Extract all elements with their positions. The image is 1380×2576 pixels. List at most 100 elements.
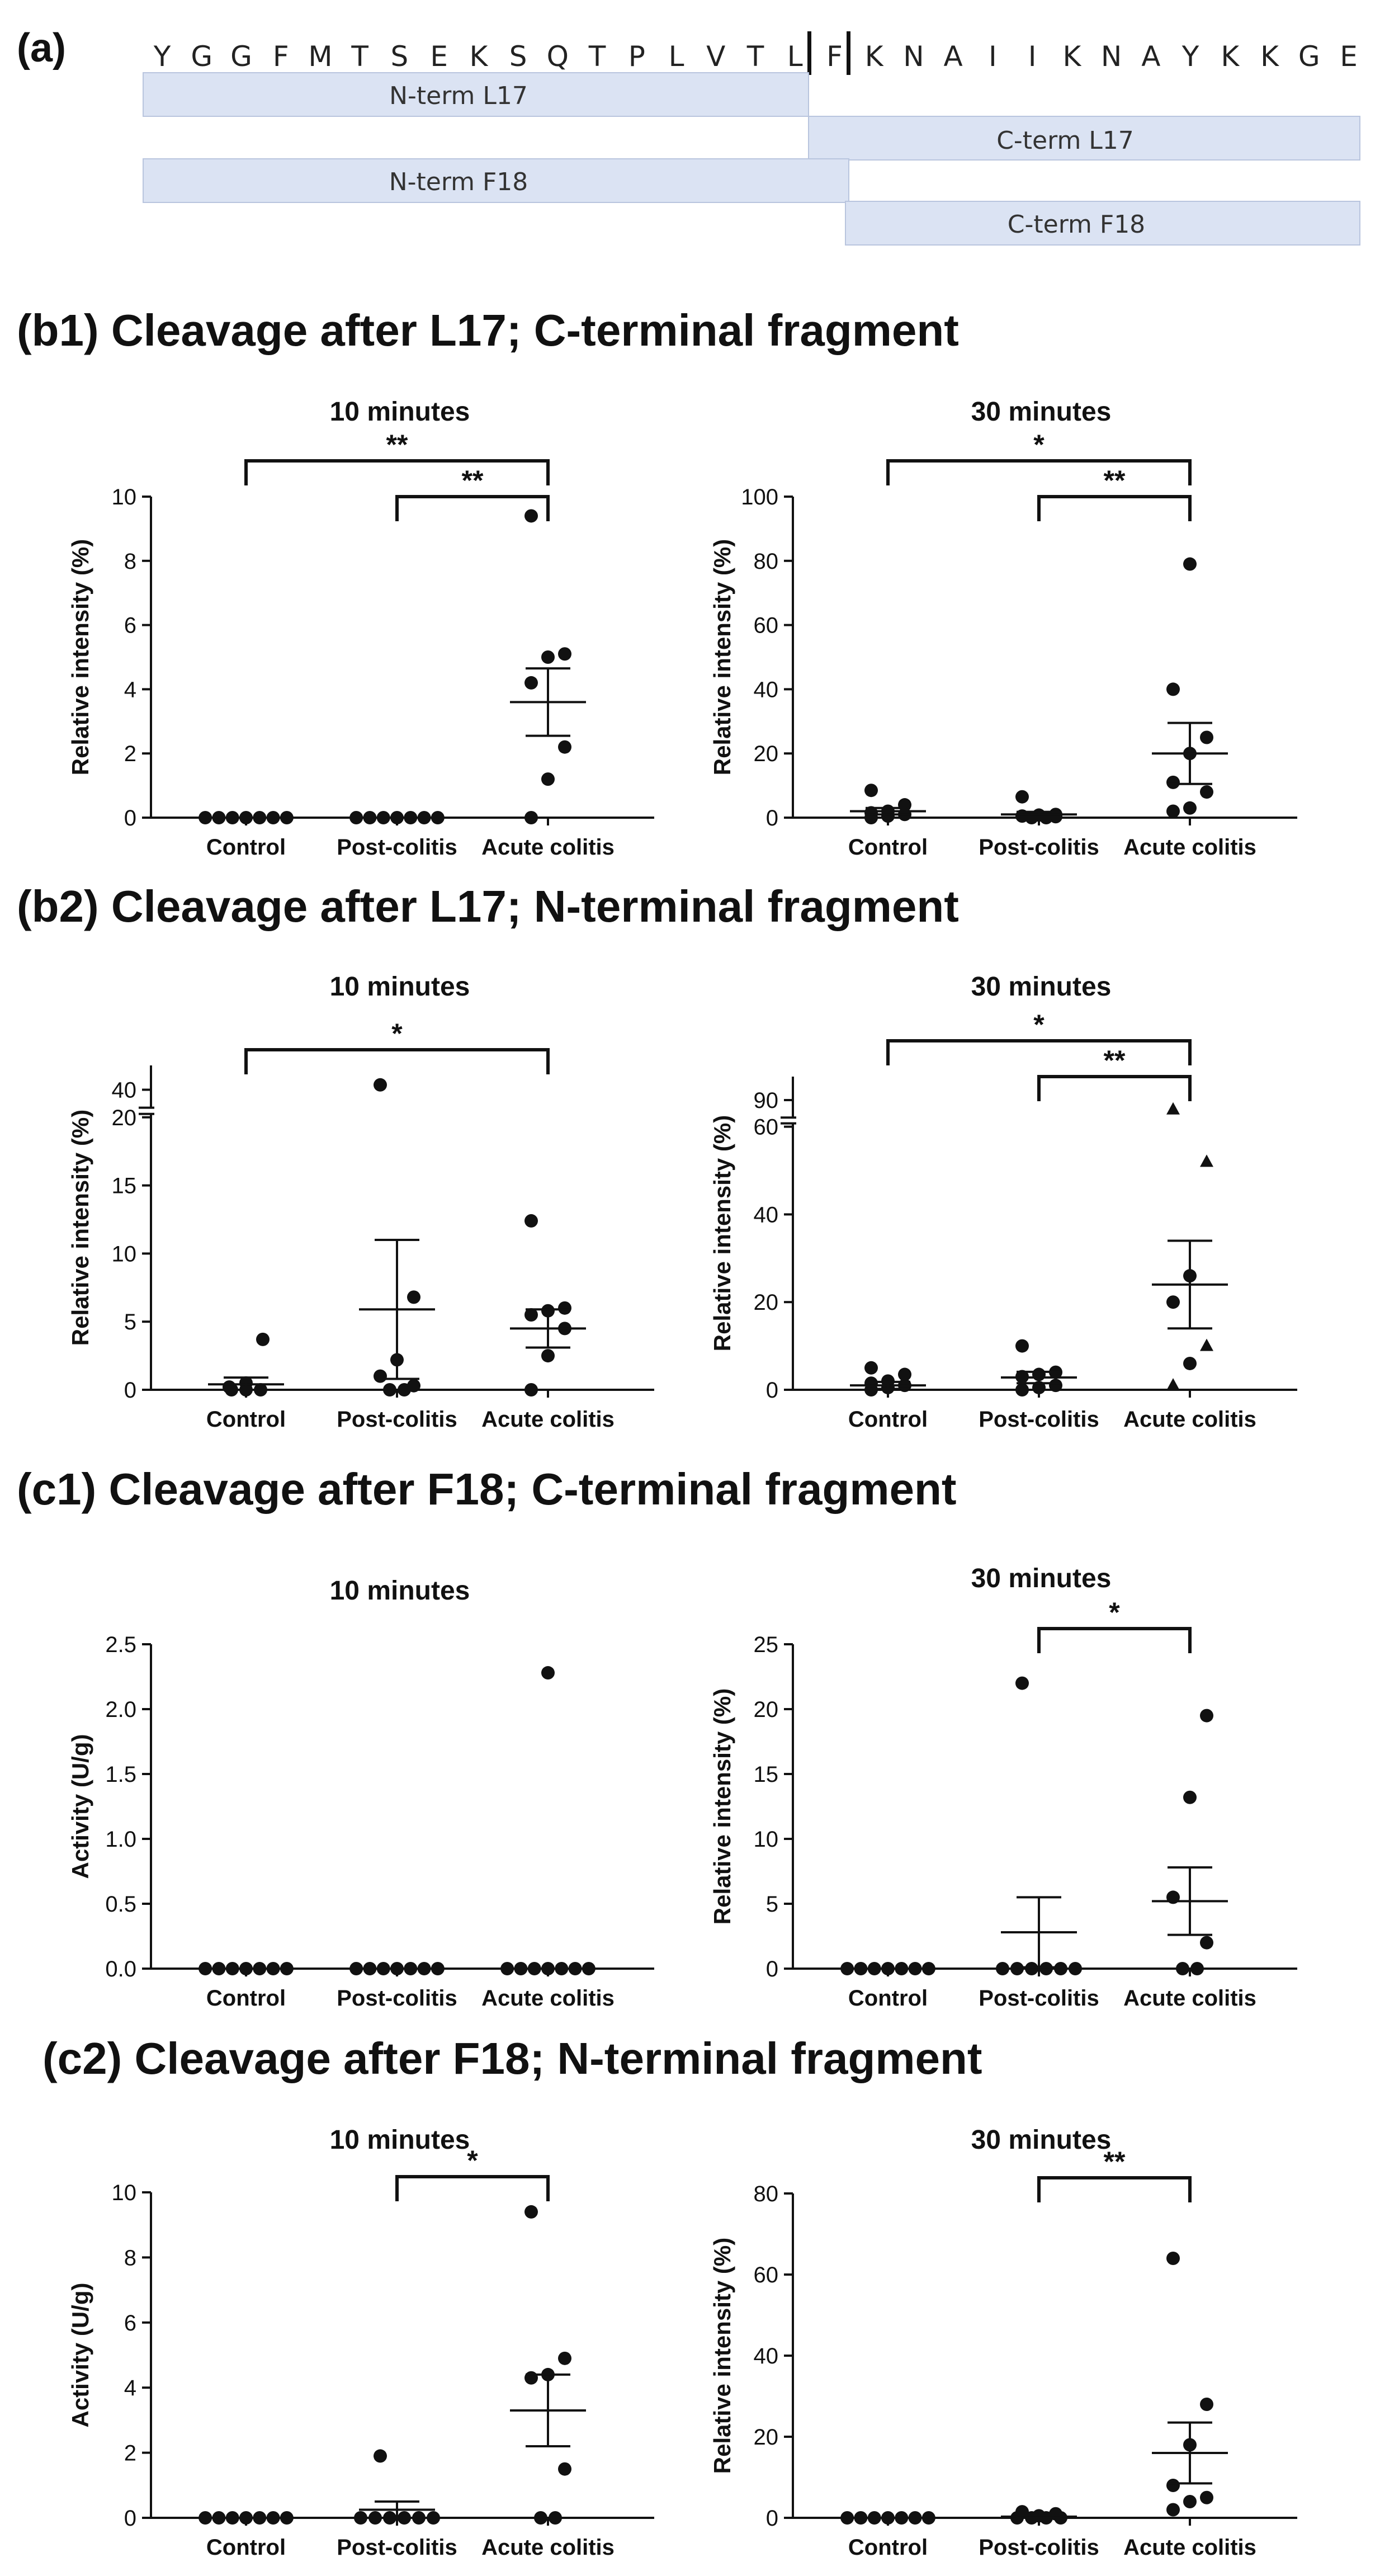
fragment-bar-cterm-f18: [845, 201, 1360, 246]
x-tick-label: Acute colitis: [1123, 2535, 1256, 2560]
data-point: [527, 1962, 541, 1975]
significance-label: **: [1104, 2146, 1126, 2177]
y-tick-label: 0: [124, 806, 136, 831]
chart-title: 30 minutes: [971, 2125, 1112, 2155]
data-point: [558, 2351, 571, 2365]
data-point: [256, 1332, 270, 1346]
data-point: [239, 1962, 253, 1975]
data-point: [1183, 1790, 1197, 1804]
sequence-letter-4: F: [273, 40, 289, 73]
x-tick-label: Control: [848, 1407, 928, 1432]
y-tick-label: 5: [124, 1310, 136, 1334]
x-tick-label: Acute colitis: [481, 2535, 615, 2560]
chart-b1-30min: 30 minutes Relative intensity (%) 0 20 40 60 8…: [709, 397, 1297, 860]
sequence-letter-6: T: [351, 40, 368, 73]
data-point: [1200, 2490, 1213, 2504]
data-point: [253, 1962, 267, 1975]
sequence-letter-23: I: [1028, 40, 1037, 73]
y-tick-label: 15: [754, 1762, 779, 1787]
sequence-letter-10: S: [509, 40, 527, 73]
y-tick-label: 6: [124, 614, 136, 638]
chart-title: 30 minutes: [971, 1564, 1112, 1593]
y-tick-label: 2: [124, 742, 136, 766]
data-point: [1166, 1295, 1180, 1309]
y-tick-label: 25: [754, 1633, 779, 1657]
x-tick-label: Acute colitis: [481, 835, 615, 860]
data-point: [558, 2462, 571, 2476]
data-point: [349, 1962, 363, 1975]
data-point: [1183, 557, 1197, 571]
sequence-letter-17: L: [787, 40, 803, 73]
data-point: [524, 1214, 538, 1228]
data-point: [1200, 785, 1213, 799]
data-point: [898, 798, 911, 812]
data-point: [374, 1369, 387, 1383]
y-tick-label: 6: [124, 2311, 136, 2336]
data-point: [374, 1078, 387, 1092]
y-tick-label: 0: [766, 1957, 778, 1981]
data-point: [199, 2511, 212, 2525]
x-tick-label: Post-colitis: [979, 1986, 1099, 2011]
data-point: [541, 1349, 555, 1363]
data-point: [898, 1367, 911, 1381]
chart-title: 30 minutes: [971, 972, 1112, 1002]
x-tick-label: Control: [206, 1986, 286, 2011]
data-point: [864, 1361, 878, 1375]
y-tick-label: 8: [124, 549, 136, 574]
data-point: [431, 811, 445, 824]
significance-label: **: [1104, 465, 1126, 496]
data-point: [1015, 1339, 1029, 1353]
x-tick-label: Post-colitis: [337, 1986, 457, 2011]
x-tick-label: Post-colitis: [337, 1407, 457, 1432]
data-point-triangle: [1200, 1154, 1213, 1167]
data-point: [1015, 1383, 1029, 1396]
data-point: [864, 1376, 878, 1390]
data-point: [558, 647, 571, 661]
cleavage-markers: [807, 31, 850, 75]
sequence-letter-3: G: [230, 40, 252, 73]
data-point: [1190, 1962, 1204, 1975]
y-tick-label: 2.0: [105, 1697, 136, 1722]
y-tick-label: 10: [112, 485, 137, 509]
data-point: [1183, 2495, 1197, 2508]
data-point: [1200, 1709, 1213, 1723]
chart-title: 30 minutes: [971, 397, 1112, 427]
data-point: [1049, 1379, 1062, 1393]
sequence-letter-15: V: [706, 40, 725, 73]
fragment-bar-nterm-l17: [143, 72, 809, 117]
y-axis-label: Relative intensity (%): [67, 539, 93, 775]
fragment-label-nterm-l17: N-term L17: [389, 82, 528, 110]
y-tick-label: 20: [112, 1106, 137, 1130]
y-tick-label: 20: [754, 742, 779, 766]
y-tick-label: 2.5: [105, 1633, 136, 1657]
data-point: [534, 2511, 547, 2525]
data-point: [996, 1962, 1009, 1975]
sequence-letter-25: N: [1101, 40, 1122, 73]
panel-a-label: (a): [17, 26, 66, 70]
data-point-triangle: [1166, 1378, 1180, 1391]
significance-label: **: [386, 429, 408, 460]
x-tick-label: Post-colitis: [337, 835, 457, 860]
x-tick-label: Control: [848, 835, 928, 860]
y-tick-label: 40: [112, 1078, 137, 1103]
x-tick-label: Post-colitis: [979, 2535, 1099, 2560]
significance-label: **: [1104, 1045, 1126, 1076]
y-tick-label: 10: [754, 1827, 779, 1852]
data-point: [500, 1962, 514, 1975]
chart-b1-10min: 10 minutes Relative intensity (%) 0 2 4 6 8 10 C…: [67, 397, 654, 860]
y-tick-label: 60: [754, 614, 779, 638]
fragment-label-cterm-f18: C-term F18: [1008, 210, 1145, 239]
significance-label: *: [1033, 1009, 1045, 1040]
data-point: [549, 2511, 562, 2525]
x-tick-label: Control: [206, 2535, 286, 2560]
y-tick-label: 10: [112, 1242, 137, 1266]
data-point: [1166, 682, 1180, 696]
y-tick-label: 20: [754, 2425, 779, 2450]
sequence-letter-28: K: [1221, 40, 1240, 73]
x-tick-label: Control: [206, 1407, 286, 1432]
significance-bracket: [1037, 495, 1192, 521]
data-point: [212, 1962, 226, 1975]
significance-bracket: [1037, 2176, 1192, 2202]
